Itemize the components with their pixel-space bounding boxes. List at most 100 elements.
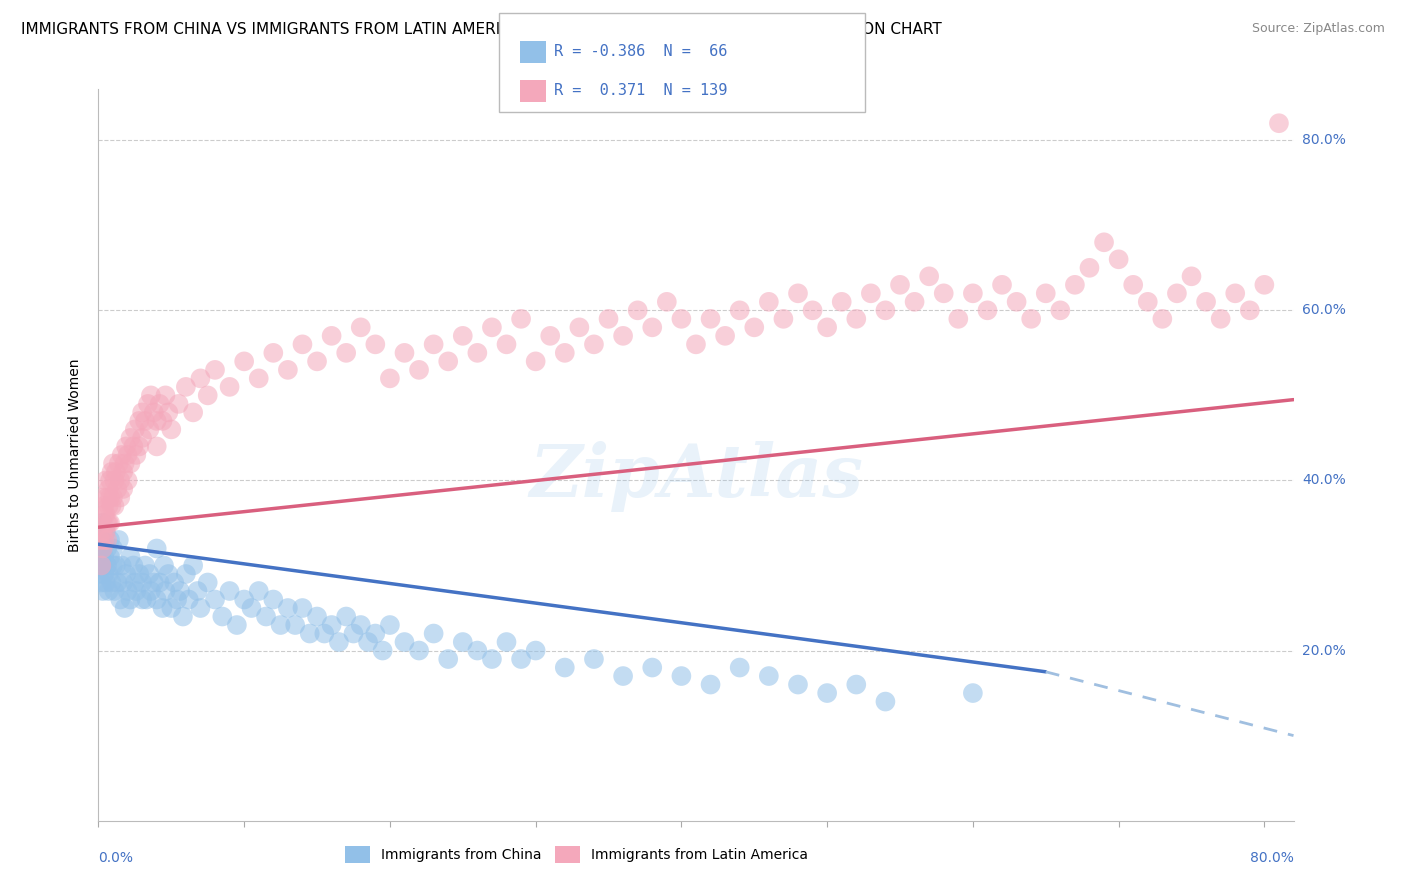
Point [120, 431, 142, 445]
Point [181, 405, 204, 419]
Point [394, 635, 416, 649]
Point [991, 277, 1014, 292]
Point [699, 311, 721, 326]
Point [89, 533, 111, 547]
Point [104, 558, 127, 573]
Point [962, 286, 984, 301]
Point [211, 609, 233, 624]
Point [97, 482, 120, 496]
Point [157, 405, 180, 419]
Point [96, 558, 118, 573]
Point [117, 448, 139, 462]
Point [582, 337, 605, 351]
Point [97, 566, 120, 581]
Point [801, 303, 824, 318]
Point [204, 592, 226, 607]
Point [131, 431, 153, 445]
Point [197, 575, 219, 590]
Point [145, 541, 167, 556]
Point [1253, 277, 1275, 292]
Point [1152, 311, 1174, 326]
Point [247, 371, 270, 385]
Point [89, 566, 111, 581]
Point [110, 592, 132, 607]
Point [174, 566, 197, 581]
Point [166, 592, 188, 607]
Point [96, 533, 118, 547]
Point [115, 566, 138, 581]
Point [131, 592, 153, 607]
Point [138, 422, 160, 436]
Point [408, 363, 430, 377]
Point [122, 439, 145, 453]
Point [422, 337, 444, 351]
Point [155, 584, 177, 599]
Point [291, 601, 314, 615]
Point [641, 660, 664, 674]
Point [117, 474, 139, 488]
Point [91, 541, 114, 556]
Point [110, 491, 132, 505]
Point [1136, 294, 1159, 309]
Point [134, 558, 156, 573]
Point [181, 558, 204, 573]
Point [160, 601, 183, 615]
Point [94, 575, 117, 590]
Point [787, 677, 810, 691]
Point [321, 618, 343, 632]
Point [233, 354, 256, 368]
Point [98, 549, 121, 564]
Point [510, 311, 533, 326]
Point [554, 346, 576, 360]
Point [524, 643, 547, 657]
Point [284, 618, 307, 632]
Point [93, 499, 115, 513]
Point [364, 337, 387, 351]
Point [91, 491, 114, 505]
Point [98, 533, 121, 547]
Point [875, 695, 897, 709]
Point [1078, 260, 1101, 275]
Point [153, 558, 176, 573]
Point [103, 474, 125, 488]
Point [254, 609, 277, 624]
Point [1108, 252, 1130, 267]
Point [859, 286, 882, 301]
Point [97, 516, 120, 530]
Point [104, 465, 127, 479]
Point [101, 541, 124, 556]
Point [125, 584, 148, 599]
Point [1166, 286, 1188, 301]
Point [467, 643, 489, 657]
Point [122, 558, 145, 573]
Point [1268, 116, 1291, 130]
Point [524, 354, 547, 368]
Point [1064, 277, 1087, 292]
Point [225, 618, 247, 632]
Point [142, 575, 165, 590]
Point [1122, 277, 1144, 292]
Text: 60.0%: 60.0% [1302, 303, 1346, 318]
Point [93, 533, 115, 547]
Point [93, 566, 115, 581]
Point [108, 457, 131, 471]
Point [1049, 303, 1071, 318]
Point [98, 474, 121, 488]
Point [218, 380, 240, 394]
Point [321, 329, 343, 343]
Point [114, 601, 136, 615]
Point [612, 329, 634, 343]
Point [120, 592, 142, 607]
Point [90, 516, 112, 530]
Point [277, 601, 299, 615]
Point [160, 422, 183, 436]
Point [568, 320, 591, 334]
Point [112, 482, 135, 496]
Point [91, 516, 114, 530]
Point [845, 677, 868, 691]
Point [298, 626, 321, 640]
Text: Source: ZipAtlas.com: Source: ZipAtlas.com [1251, 22, 1385, 36]
Point [115, 439, 138, 453]
Point [177, 592, 200, 607]
Point [467, 346, 489, 360]
